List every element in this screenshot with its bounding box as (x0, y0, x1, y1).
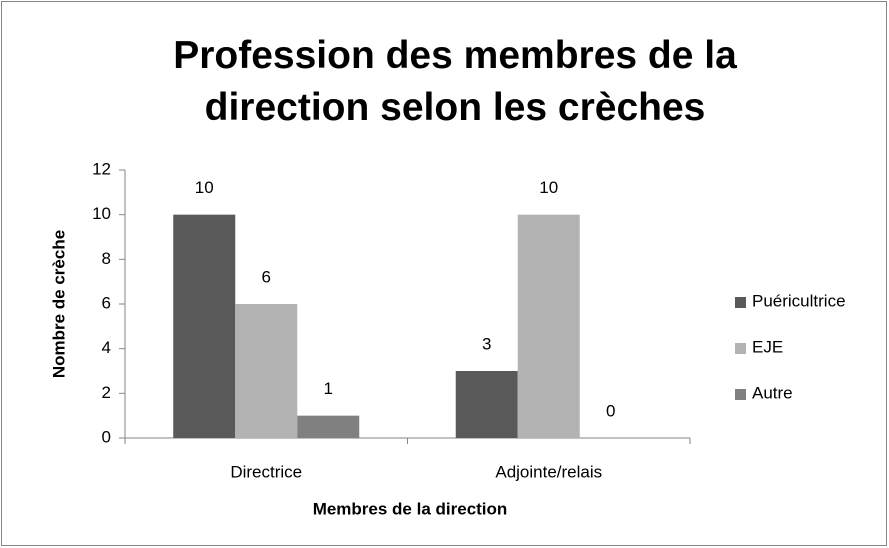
data-label: 3 (482, 334, 491, 353)
bar (235, 304, 298, 438)
chart-title: Profession des membres de la direction s… (173, 34, 737, 129)
data-label: 10 (195, 178, 214, 197)
y-tick-label: 2 (102, 383, 111, 402)
x-tick-label: Adjointe/relais (495, 462, 602, 481)
y-tick-label: 0 (102, 427, 111, 446)
legend-label: Puéricultrice (752, 291, 846, 310)
data-label: 1 (324, 379, 333, 398)
y-tick-label: 10 (92, 204, 111, 223)
y-tick-label: 8 (102, 249, 111, 268)
x-tick-label: Directrice (230, 462, 302, 481)
legend-swatch (735, 389, 746, 400)
legend-swatch (735, 343, 746, 354)
bar (173, 214, 236, 438)
bar (517, 214, 580, 438)
x-axis-label: Membres de la direction (313, 499, 508, 518)
data-label: 6 (262, 267, 271, 286)
data-label: 10 (539, 178, 558, 197)
bar (297, 415, 360, 438)
legend-swatch (735, 297, 746, 308)
y-tick-label: 6 (102, 293, 111, 312)
bar (455, 371, 518, 438)
legend-label: Autre (752, 383, 793, 402)
legend-label: EJE (752, 337, 783, 356)
data-label: 0 (606, 401, 615, 420)
y-axis-label: Nombre de crèche (49, 230, 68, 378)
y-tick-label: 4 (102, 338, 111, 357)
y-tick-label: 12 (92, 159, 111, 178)
